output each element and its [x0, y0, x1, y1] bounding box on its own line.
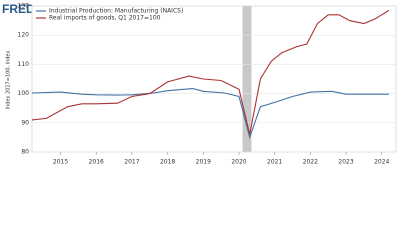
x-tick-label: 2017 [124, 159, 139, 166]
y-axis-label: Index 2017=100, Index [6, 51, 12, 110]
y-tick-label: 90 [21, 119, 29, 126]
brand-logo: FRED [2, 2, 35, 16]
y-tick-label: 80 [21, 149, 29, 156]
y-tick-label: 120 [18, 32, 30, 39]
series-line [31, 9, 390, 135]
legend-box [34, 7, 184, 23]
x-tick-label: 2020 [231, 159, 246, 166]
legend-label: Real imports of goods, Q1 2017=100 [49, 15, 161, 22]
legend-label: Industrial Production: Manufacturing (NA… [49, 8, 183, 15]
x-tick-label: 2015 [53, 159, 68, 166]
recession-shade [242, 6, 252, 152]
x-tick-label: 2019 [196, 159, 211, 166]
x-tick-label: 2022 [303, 159, 318, 166]
y-tick-label: 110 [18, 61, 30, 68]
x-tick-label: 2016 [89, 159, 104, 166]
x-tick-label: 2023 [338, 159, 353, 166]
plot-area [31, 5, 397, 153]
series-line [31, 88, 389, 140]
x-tick-label: 2021 [267, 159, 282, 166]
x-tick-label: 2024 [374, 159, 389, 166]
x-tick-label: 2018 [160, 159, 175, 166]
y-tick-label: 100 [18, 90, 30, 97]
y-tick-label: 130 [18, 3, 30, 10]
chart: FRED Index 2017=100, Index 80 90 100 110 120… [2, 2, 397, 166]
